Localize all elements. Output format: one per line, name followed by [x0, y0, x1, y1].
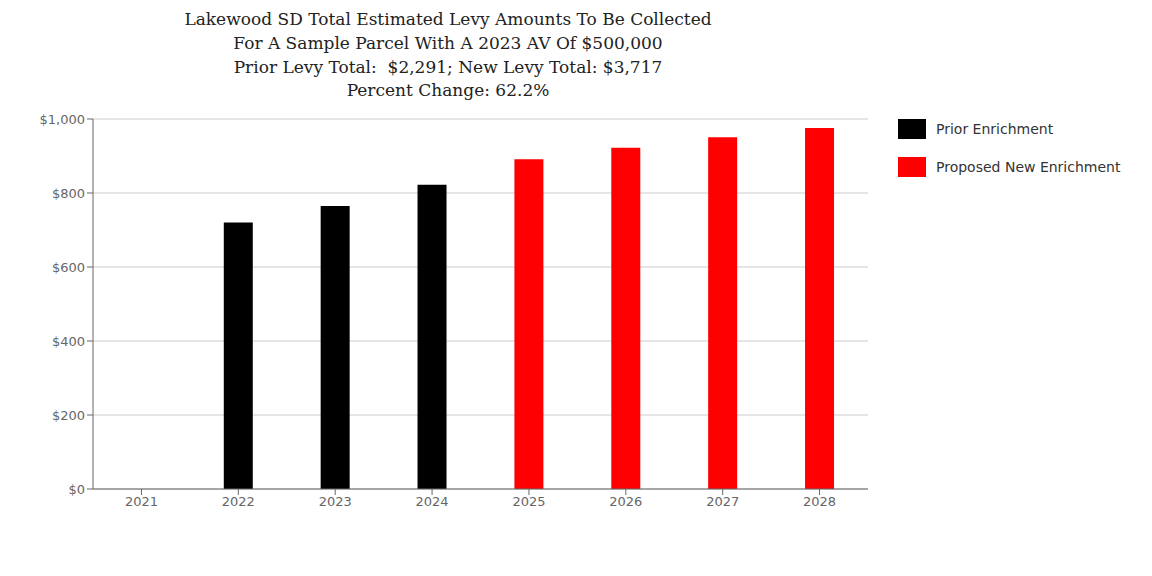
html-text:Prior Levy Total: $2,291; New: Prior Levy Total: $2,291; New Levy Total… [233, 56, 663, 77]
svg-text:2027: 2027 [706, 494, 739, 509]
svg-text:$1,000: $1,000 [40, 112, 86, 127]
svg-text:2024: 2024 [416, 494, 449, 509]
svg-text:2025: 2025 [512, 494, 545, 509]
svg-text:$600: $600 [52, 260, 85, 275]
svg-text:$200: $200 [52, 408, 85, 423]
svg-text:2022: 2022 [222, 494, 255, 509]
html-text:Percent Change: 62.2%: Percent Change: 62.2% [346, 80, 550, 101]
html-text:For A Sample Parcel With A 202: For A Sample Parcel With A 2023 AV Of $5… [233, 32, 663, 53]
svg-text:$400: $400 [52, 334, 85, 349]
svg-text:2023: 2023 [319, 494, 352, 509]
html-text:Proposed New Enrichment: Proposed New Enrichment [936, 159, 1121, 176]
svg-text:$0: $0 [68, 482, 85, 497]
html-text:Prior Enrichment: Prior Enrichment [936, 121, 1054, 138]
svg-text:2026: 2026 [609, 494, 642, 509]
html-text:Lakewood SD Total Estimated Le: Lakewood SD Total Estimated Levy Amounts… [184, 9, 712, 29]
svg-text:$800: $800 [52, 186, 85, 201]
svg-text:2021: 2021 [125, 494, 158, 509]
svg-text:2028: 2028 [803, 494, 836, 509]
